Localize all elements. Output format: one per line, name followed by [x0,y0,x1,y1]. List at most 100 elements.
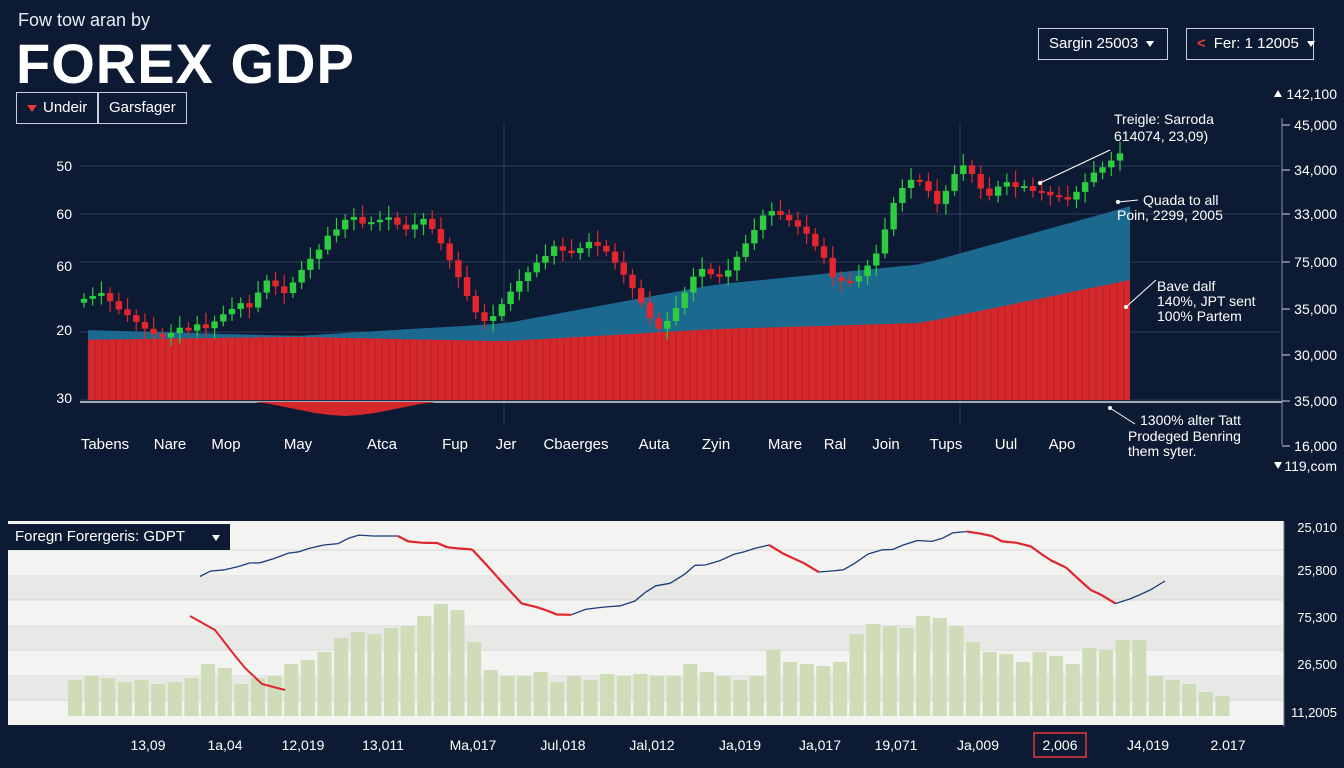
bullish-candle [1073,191,1080,200]
volume-bar [683,664,698,716]
volume-bar [300,660,315,716]
bullish-candle [350,216,358,220]
annotation-text: 1300% alter Tatt [1140,412,1241,428]
chevron-left-icon: < [1197,35,1206,52]
volume-bar [832,662,848,716]
bearish-candle [446,243,453,261]
volume-bar [350,632,365,716]
undeir-button[interactable]: Undeir [16,92,99,124]
gdp-line-segment-down [545,609,572,616]
gdp-line-segment-up [249,557,275,564]
volume-bar [999,654,1014,716]
lower-x-tick-label: Jul,018 [540,737,585,753]
annotation-text: 140%, JPT sent [1157,293,1256,309]
gdp-line-segment-up [669,564,696,584]
annotation-arrow [1125,279,1157,308]
gdp-line-segment-down [991,535,1017,544]
page-title: FOREX GDP [16,32,355,95]
volume-bar [949,626,964,716]
bearish-candle [620,262,627,275]
annotation-text: them syter. [1128,443,1196,459]
gdp-line-segment-up [348,534,374,539]
search-dropdown-label: Sargin 25003 [1049,35,1139,52]
bearish-candle [394,217,401,225]
annotation-text: Quada to all [1143,192,1219,208]
y-tick-label-right: 35,000 [1294,301,1337,317]
volume-bar [650,676,665,716]
x-tick-label: Auta [639,436,671,453]
y-tick-label-right: 142,100 [1286,86,1337,102]
volume-bar [1215,696,1230,716]
x-tick-label: Tabens [81,436,129,453]
bullish-candle [420,218,427,225]
bullish-candle [385,217,392,220]
volume-bar [533,672,548,716]
gdp-line-segment-down [793,557,820,573]
volume-bar [234,684,249,716]
lower-x-tick-label: 13,011 [362,737,404,753]
bearish-candle [185,327,192,331]
bullish-candle [167,333,175,338]
bearish-candle [115,301,123,310]
bearish-candle [133,315,140,322]
bullish-candle [577,248,584,254]
annotation-text: Poin, 2299, 2005 [1117,207,1223,223]
annotation-text: 100% Partem [1157,308,1242,324]
bullish-candle [1003,182,1011,187]
gdp-line-segment-down [966,530,993,538]
bullish-candle [89,295,96,299]
bearish-candle [202,324,210,329]
bearish-candle [716,274,723,277]
lower-x-tick-label: Jal,012 [629,737,674,753]
bearish-candle [803,226,810,234]
chevron-down-icon [212,535,220,541]
bullish-candle [664,320,671,329]
lower-y-tick-label: 75,300 [1297,610,1337,625]
gdp-line-segment-up [842,553,869,571]
bullish-candle [237,303,244,309]
bearish-candle [481,312,488,321]
gdp-line-segment-down [496,575,523,605]
bullish-candle [516,280,523,292]
gdp-line-segment-up [744,544,770,553]
bearish-candle [812,233,819,247]
volume-bar [400,626,415,716]
bullish-candle [368,222,375,225]
search-dropdown[interactable]: Sargin 25003 [1038,28,1168,60]
garsfager-button[interactable]: Garsfager [98,92,187,124]
annotation-text: 614074, 23,09) [1114,128,1208,144]
y-tick-label-left: 50 [56,158,72,174]
bearish-candle [646,302,654,319]
annotation-text: Prodeged Benring [1128,428,1241,444]
lower-axis: 25,010 25,800 75,300 26,500 11,2005 13,09 1a,0… [130,520,1337,758]
chart-subtitle: Fow tow aran by [18,10,151,30]
gdp-series-dropdown[interactable]: Foregn Forergeris: GDPT [8,524,230,550]
y-tick-label-left: 60 [56,258,72,274]
x-tick-label: Uul [995,436,1018,453]
gdp-line-segment-up [719,551,745,562]
volume-bar [184,678,199,716]
y-tick-label-right: 16,000 [1294,438,1337,454]
volume-bar [167,682,182,716]
gdp-line-segment-down [397,535,423,544]
lower-x-tick-label: 2,006 [1042,737,1077,753]
volume-bars [68,604,1230,716]
lower-x-tick-label: 19,071 [875,737,918,753]
bullish-candle [690,276,697,293]
gdp-line-segment-down [447,546,473,551]
bearish-candle [794,220,802,227]
bullish-candle [742,243,749,257]
bullish-candle [498,304,506,317]
bullish-candle [507,291,514,305]
date-dropdown[interactable]: < Fer: 1 12005 [1186,28,1315,60]
bullish-candle [524,272,532,281]
bullish-candle [873,253,880,266]
bearish-candle [1055,195,1063,198]
bullish-candle [890,202,897,230]
bullish-candle [768,211,775,216]
y-tick-label-right: 30,000 [1294,347,1337,363]
gdp-line-segment-up [273,551,300,560]
bullish-candle [333,229,340,236]
bullish-candle [960,165,967,175]
